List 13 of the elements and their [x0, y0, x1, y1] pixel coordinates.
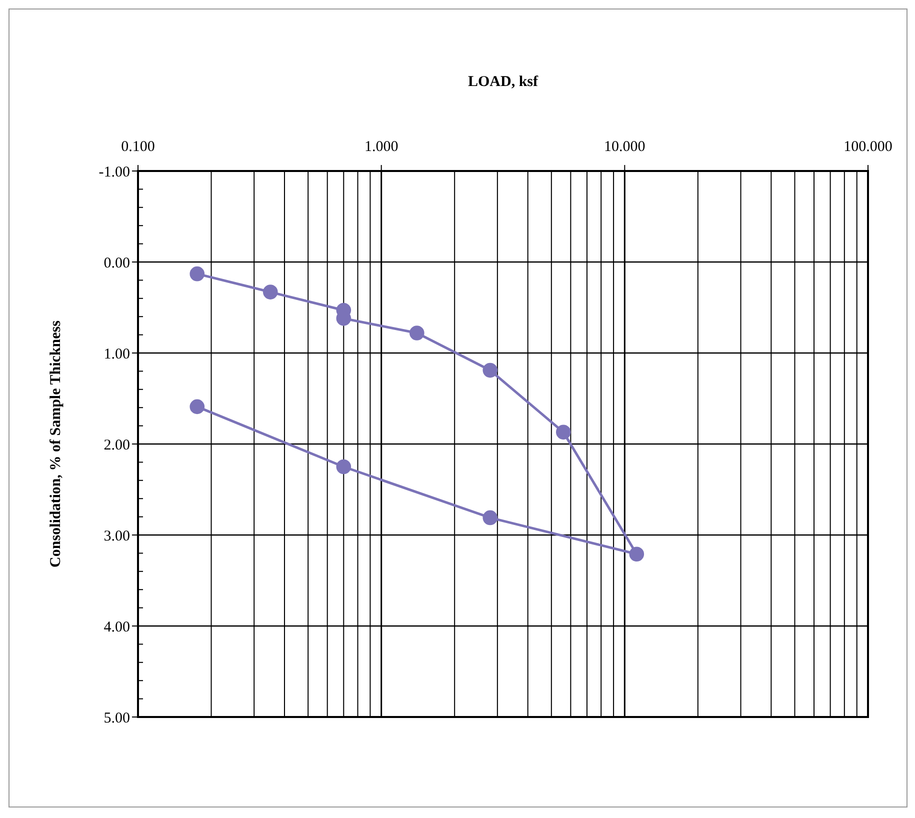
y-axis-title: Consolidation, % of Sample Thickness: [48, 320, 64, 568]
x-tick-label: 0.100: [121, 139, 155, 155]
x-tick-label: 100.000: [844, 139, 892, 155]
y-tick-label: 2.00: [104, 437, 130, 454]
x-axis-title: LOAD, ksf: [468, 74, 540, 90]
y-tick-label: 1.00: [104, 346, 130, 362]
x-tick-label: 10.000: [604, 139, 646, 155]
y-tick-label: -1.00: [98, 164, 130, 180]
y-tick-label: 0.00: [104, 255, 130, 272]
y-tick-label: 3.00: [104, 528, 130, 544]
x-tick-label: 1.000: [364, 139, 398, 155]
y-tick-label: 5.00: [104, 710, 130, 726]
y-tick-label: 4.00: [104, 619, 130, 636]
